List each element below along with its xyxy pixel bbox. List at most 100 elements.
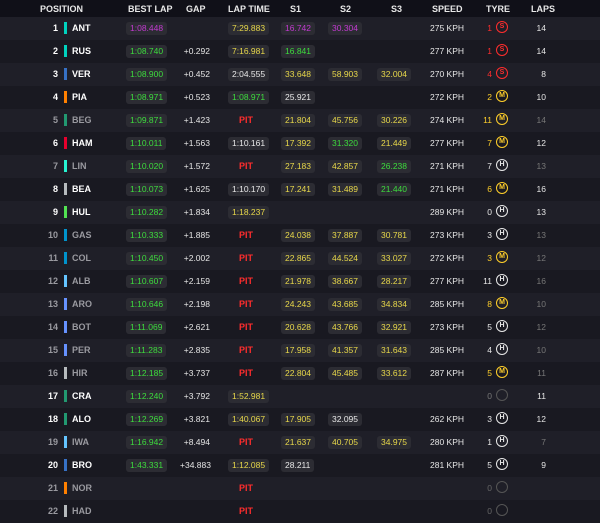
table-row[interactable]: 21 NOR PIT 0	[0, 477, 600, 500]
header-speed[interactable]: SPEED	[432, 4, 463, 14]
header-laps[interactable]: LAPS	[531, 4, 556, 14]
team-color-bar	[64, 390, 67, 402]
pit-indicator: PIT	[239, 276, 254, 286]
tyre-laps: 1	[487, 46, 492, 56]
laps-count: 12	[536, 138, 546, 148]
sector-2-cell: 44.524	[328, 252, 362, 265]
tyre-laps: 7	[487, 138, 492, 148]
header-s3[interactable]: S3	[391, 4, 403, 14]
lap-time-cell: 2:04.555	[228, 68, 270, 81]
driver-code: ALB	[72, 276, 91, 286]
best-lap: 1:10.011	[126, 137, 167, 150]
table-row[interactable]: 4 PIA 1:08.971 +0.523 1:08.971 25.921 272 KPH 2…	[0, 86, 600, 109]
table-row[interactable]: 6 HAM 1:10.011 +1.563 1:10.161 17.392 31.320 21…	[0, 132, 600, 155]
table-row[interactable]: 5 BEG 1:09.871 +1.423 PIT 21.804 45.756 30.226 2…	[0, 109, 600, 132]
tyre-laps: 3	[487, 230, 492, 240]
lap-time: 1:08.971	[228, 91, 270, 104]
sector-2: 32.095	[328, 413, 362, 426]
lap-time: 1:40.067	[228, 413, 270, 426]
sector-1: 17.241	[281, 183, 315, 196]
table-row[interactable]: 19 IWA 1:16.942 +8.494 PIT 21.637 40.705 34.975…	[0, 431, 600, 454]
tyre-laps: 11	[483, 115, 492, 125]
team-color-bar	[64, 482, 67, 494]
header-best-lap[interactable]: BEST LAP	[128, 4, 173, 14]
table-row[interactable]: 13 ARO 1:10.646 +2.198 PIT 24.243 43.685 34.834…	[0, 293, 600, 316]
pit-indicator: PIT	[239, 506, 254, 516]
speed: 285 KPH	[430, 345, 465, 355]
header-position[interactable]: POSITION	[40, 4, 84, 14]
sector-1-cell: 16.841	[281, 45, 315, 58]
sector-2: 38.667	[328, 275, 362, 288]
sector-3: 30.226	[377, 114, 411, 127]
speed: 281 KPH	[430, 460, 465, 470]
team-color-bar	[64, 160, 67, 172]
driver-code: BOT	[72, 322, 91, 332]
table-row[interactable]: 10 GAS 1:10.333 +1.885 PIT 24.038 37.887 30.781…	[0, 224, 600, 247]
table-row[interactable]: 8 BEA 1:10.073 +1.625 1:10.170 17.241 31.489 21…	[0, 178, 600, 201]
table-row[interactable]: 3 VER 1:08.900 +0.452 2:04.555 33.648 58.903 32…	[0, 63, 600, 86]
laps-count: 11	[537, 368, 546, 378]
driver-code: BEG	[72, 115, 92, 125]
sector-2: 44.524	[328, 252, 362, 265]
position: 15	[47, 345, 58, 355]
header-s2[interactable]: S2	[340, 4, 352, 14]
speed: 273 KPH	[430, 322, 465, 332]
best-lap-cell: 1:08.971	[126, 91, 168, 104]
speed: 271 KPH	[430, 161, 465, 171]
team-color-bar	[64, 68, 67, 80]
tyre-compound-icon	[496, 481, 508, 493]
position: 3	[52, 69, 58, 79]
table-row[interactable]: 22 HAD PIT 0	[0, 500, 600, 523]
laps-count: 16	[536, 184, 546, 194]
table-row[interactable]: 15 PER 1:11.283 +2.835 PIT 17.958 41.357 31.643…	[0, 339, 600, 362]
driver-code: BEA	[72, 184, 92, 194]
best-lap: 1:11.069	[126, 321, 167, 334]
laps-count: 14	[536, 23, 546, 33]
tyre-compound-icon: S	[496, 44, 508, 56]
tyre-laps: 5	[487, 322, 492, 332]
table-row[interactable]: 20 BRO 1:43.331 +34.883 1:12.085 28.211 281 KP…	[0, 454, 600, 477]
best-lap-cell: 1:10.073	[126, 183, 168, 196]
position: 17	[47, 391, 58, 401]
gap: +1.563	[183, 138, 210, 148]
table-header: POSITION BEST LAP GAP LAP TIME S1 S2 S3 …	[0, 0, 600, 17]
tyre-laps: 0	[487, 207, 492, 217]
best-lap-cell: 1:12.269	[126, 413, 168, 426]
gap: +2.835	[183, 345, 210, 355]
best-lap-cell: 1:10.607	[126, 275, 168, 288]
table-row[interactable]: 16 HIR 1:12.185 +3.737 PIT 22.804 45.485 33.612…	[0, 362, 600, 385]
sector-2: 58.903	[328, 68, 362, 81]
table-row[interactable]: 7 LIN 1:10.020 +1.572 PIT 27.183 42.857 26.238 2…	[0, 155, 600, 178]
team-color-bar	[64, 91, 67, 103]
table-row[interactable]: 17 CRA 1:12.240 +3.792 1:52.981 0 11	[0, 385, 600, 408]
table-row[interactable]: 11 COL 1:10.450 +2.002 PIT 22.865 44.524 33.027…	[0, 247, 600, 270]
table-row[interactable]: 1 ANT 1:08.448 7:29.883 16.742 30.304 275 KPH 1…	[0, 17, 600, 40]
sector-1: 33.648	[281, 68, 315, 81]
table-row[interactable]: 2 RUS 1:08.740 +0.292 7:16.981 16.841 277 KPH 1…	[0, 40, 600, 63]
sector-1-cell: 25.921	[281, 91, 315, 104]
header-lap-time[interactable]: LAP TIME	[228, 4, 270, 14]
best-lap-cell: 1:16.942	[126, 436, 168, 449]
best-lap-cell: 1:12.240	[126, 390, 168, 403]
table-row[interactable]: 18 ALO 1:12.269 +3.821 1:40.067 17.905 32.095 2…	[0, 408, 600, 431]
header-tyre[interactable]: TYRE	[486, 4, 511, 14]
table-row[interactable]: 9 HUL 1:10.282 +1.834 1:18.237 289 KPH 0 H 13	[0, 201, 600, 224]
driver-code: ANT	[72, 23, 91, 33]
sector-3-cell: 26.238	[377, 160, 411, 173]
header-s1[interactable]: S1	[290, 4, 302, 14]
laps-count: 10	[536, 345, 546, 355]
table-row[interactable]: 12 ALB 1:10.607 +2.159 PIT 21.978 38.667 28.217…	[0, 270, 600, 293]
team-color-bar	[64, 252, 67, 264]
table-row[interactable]: 14 BOT 1:11.069 +2.621 PIT 20.628 43.766 32.921…	[0, 316, 600, 339]
pit-indicator: PIT	[239, 161, 254, 171]
sector-2-cell: 45.756	[328, 114, 362, 127]
header-gap[interactable]: GAP	[186, 4, 206, 14]
sector-3: 33.027	[377, 252, 411, 265]
sector-1-cell: 21.804	[281, 114, 315, 127]
pit-indicator: PIT	[239, 368, 254, 378]
sector-3: 33.612	[377, 367, 411, 380]
laps-count: 14	[536, 46, 546, 56]
laps-count: 9	[541, 460, 546, 470]
driver-code: ARO	[72, 299, 92, 309]
sector-1-cell: 22.865	[281, 252, 315, 265]
